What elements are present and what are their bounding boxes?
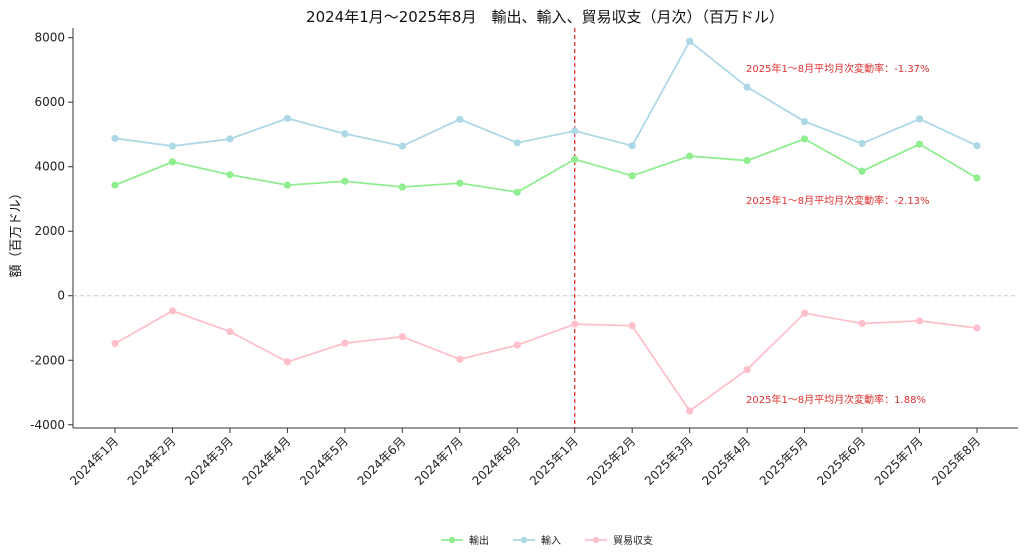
data-point [226, 135, 234, 143]
legend-label: 輸入 [541, 534, 561, 547]
data-point [168, 142, 177, 150]
y-tick-label: -4000 [30, 418, 65, 432]
data-point [398, 333, 406, 341]
data-point [456, 179, 464, 187]
y-tick-label: 2000 [34, 224, 65, 238]
data-point [801, 135, 809, 143]
x-tick-label: 2024年3月 [182, 434, 236, 488]
data-point [111, 134, 119, 142]
data-point [513, 139, 521, 147]
legend-label: 貿易収支 [613, 535, 653, 547]
data-point [456, 115, 464, 123]
data-point [111, 181, 119, 189]
data-point [398, 183, 406, 191]
data-point [801, 117, 809, 126]
data-point [168, 307, 177, 315]
y-tick-label: 4000 [34, 160, 65, 174]
legend-marker [448, 536, 456, 544]
data-point [283, 181, 291, 189]
x-tick-label: 2025年1月 [527, 434, 581, 488]
y-axis-label: 額（百万ドル） [9, 186, 24, 277]
chart-title: 2024年1月～2025年8月 輸出、輸入、貿易収支（月次）（百万ドル） [306, 8, 784, 26]
data-point [283, 114, 291, 122]
data-point [915, 115, 924, 123]
data-point [743, 83, 751, 91]
x-tick-label: 2024年2月 [125, 434, 179, 488]
x-tick-label: 2025年5月 [757, 434, 811, 488]
annotation-layer: 2025年1～8月平均月次変動率：-1.37% 2025年1～8月平均月次変動率：… [746, 62, 930, 406]
data-point [628, 142, 636, 150]
annotation: 2025年1～8月平均月次変動率：1.88% [746, 393, 926, 406]
data-point [571, 127, 579, 135]
data-point [858, 319, 866, 328]
data-point [973, 324, 981, 332]
y-tick-label: 0 [57, 289, 65, 303]
legend-marker [592, 536, 600, 544]
series-layer [111, 37, 981, 415]
data-point [571, 155, 579, 163]
x-tick-label: 2024年6月 [355, 434, 409, 488]
data-point [973, 142, 981, 150]
data-point [915, 317, 924, 325]
data-point [571, 320, 579, 328]
data-point [858, 167, 866, 175]
data-point [686, 37, 694, 45]
series-line-貿易収支 [114, 309, 978, 413]
data-point [801, 309, 809, 317]
x-tick-label: 2025年2月 [584, 434, 638, 488]
data-point [398, 142, 406, 150]
x-tick-label: 2025年4月 [699, 434, 753, 488]
annotation: 2025年1～8月平均月次変動率：-1.37% [746, 62, 930, 75]
data-point [226, 327, 234, 336]
series-line-輸入 [114, 39, 978, 148]
data-point [226, 171, 234, 179]
data-point [168, 158, 177, 166]
data-point [628, 322, 636, 330]
data-point [111, 339, 119, 348]
x-tick-label: 2024年1月 [67, 434, 121, 488]
data-point [341, 339, 349, 347]
x-tick-label: 2024年8月 [470, 434, 524, 488]
data-point [915, 140, 924, 148]
data-point [686, 152, 694, 160]
data-point [341, 130, 349, 138]
data-point [341, 177, 349, 185]
x-tick-label: 2025年7月 [872, 434, 926, 488]
data-point [513, 188, 521, 196]
y-tick-label: 8000 [34, 31, 65, 45]
x-tick-label: 2025年6月 [814, 434, 868, 488]
series-line-輸出 [114, 137, 978, 194]
data-point [743, 366, 751, 374]
legend: 輸出 輸入 貿易収支 [441, 534, 653, 547]
legend-label: 輸出 [469, 534, 489, 547]
y-tick-label: -2000 [30, 353, 65, 367]
x-tick-label: 2025年3月 [642, 434, 696, 488]
x-tick-label: 2024年4月 [240, 434, 294, 488]
x-tick-label: 2024年7月 [412, 434, 466, 488]
axes: -4000 -2000 0 2000 4000 6000 8000 2024年1月 2024年2… [30, 28, 1018, 488]
data-point [628, 172, 636, 180]
legend-marker [520, 536, 528, 544]
data-point [513, 341, 521, 349]
x-tick-label: 2025年8月 [929, 434, 983, 488]
annotation: 2025年1～8月平均月次変動率：-2.13% [746, 194, 930, 207]
data-point [686, 407, 694, 415]
data-point [456, 355, 464, 363]
data-point [743, 156, 751, 165]
y-tick-label: 6000 [34, 95, 65, 109]
data-point [858, 139, 866, 148]
x-tick-label: 2024年5月 [297, 434, 351, 488]
data-point [973, 174, 981, 182]
data-point [283, 358, 291, 366]
